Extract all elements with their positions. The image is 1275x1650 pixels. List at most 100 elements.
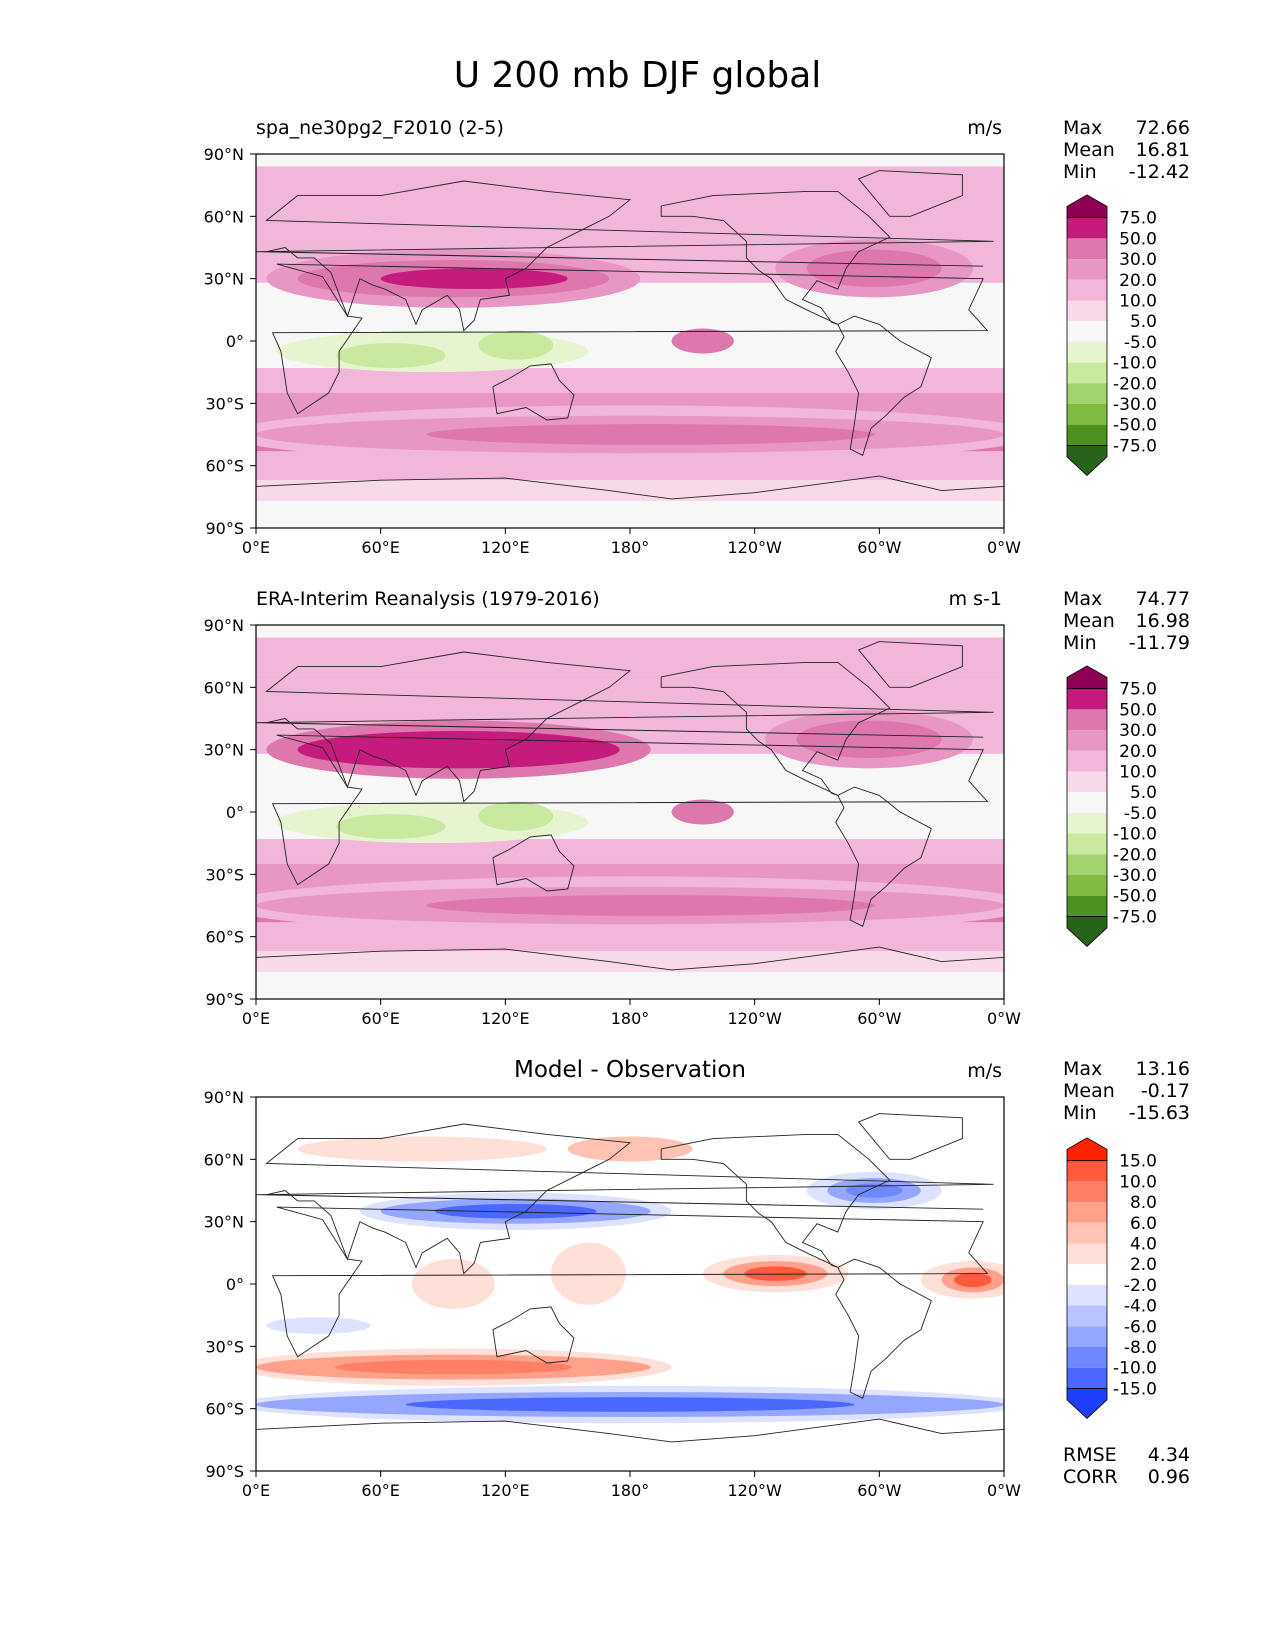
panel-3-mean-label: Mean bbox=[1063, 1080, 1115, 1102]
colorbar-level-label: -20.0 bbox=[1113, 374, 1157, 394]
colorbar-3: 15.010.08.06.04.02.0-2.0-4.0-6.0-8.0-10.… bbox=[1066, 1137, 1157, 1419]
panel-2-min-label: Min bbox=[1063, 632, 1097, 654]
zonal-band bbox=[256, 951, 1004, 972]
y-tick-label: 30°S bbox=[205, 394, 244, 413]
colorbar-segment bbox=[1067, 321, 1107, 342]
panel-3-units: m/s bbox=[967, 1060, 1002, 1082]
coastline bbox=[835, 315, 932, 456]
x-tick-label: 120°E bbox=[481, 1481, 530, 1500]
colorbar-top-arrow bbox=[1066, 665, 1108, 690]
panel-2-max-value: 74.77 bbox=[1135, 588, 1190, 610]
corr-label: CORR bbox=[1063, 1466, 1118, 1488]
x-tick-label: 0°E bbox=[242, 1481, 270, 1500]
colorbar-segment bbox=[1067, 875, 1107, 896]
coastline bbox=[835, 1258, 932, 1399]
colorbar-level-label: 10.0 bbox=[1119, 292, 1157, 312]
colorbar-segment bbox=[1067, 383, 1107, 404]
colorbar-level-label: 50.0 bbox=[1119, 229, 1157, 249]
panel-1-title: spa_ne30pg2_F2010 (2-5) bbox=[256, 117, 504, 139]
jet-core bbox=[380, 268, 568, 290]
coastline bbox=[492, 363, 575, 421]
coastline bbox=[271, 263, 989, 415]
map-panel-1: 0°E 60°E 120°E 180° 120°W 60°W 0°W 90°N 60°N 30°N… bbox=[204, 145, 1022, 557]
y-tick-label: 90°N bbox=[204, 616, 244, 635]
colorbar-level-label: 10.0 bbox=[1119, 1172, 1157, 1192]
x-tick-label: 120°E bbox=[481, 538, 530, 557]
colorbar-level-label: 2.0 bbox=[1130, 1255, 1157, 1275]
colorbar-segment bbox=[1067, 1367, 1107, 1389]
y-tick-label: 90°S bbox=[205, 519, 244, 538]
coastline bbox=[271, 1206, 989, 1358]
coastline bbox=[256, 946, 1004, 971]
colorbar-level-label: 75.0 bbox=[1119, 209, 1157, 229]
colorbar-segment bbox=[1067, 1305, 1107, 1327]
panel-2-max-label: Max bbox=[1063, 588, 1103, 610]
colorbar-level-label: -5.0 bbox=[1124, 333, 1157, 353]
coastline bbox=[857, 641, 963, 688]
colorbar-bottom-arrow bbox=[1066, 916, 1108, 947]
coastline bbox=[660, 1133, 891, 1268]
diff-outer bbox=[567, 1136, 693, 1162]
y-tick-label: 60°N bbox=[204, 1150, 244, 1169]
colorbar-level-label: -30.0 bbox=[1113, 395, 1157, 415]
colorbar-segment bbox=[1067, 341, 1107, 363]
panel-1-units: m/s bbox=[967, 117, 1002, 139]
panel-3-title: Model - Observation bbox=[513, 1057, 747, 1083]
panel-3-max-label: Max bbox=[1063, 1058, 1103, 1080]
colorbar-segment bbox=[1067, 238, 1107, 260]
panel-2-title: ERA-Interim Reanalysis (1979-2016) bbox=[256, 588, 600, 610]
y-tick-label: 30°N bbox=[204, 1213, 244, 1232]
x-tick-label: 0°W bbox=[987, 1481, 1021, 1500]
tropical-westerly bbox=[671, 328, 734, 354]
colorbar-level-label: -30.0 bbox=[1113, 866, 1157, 886]
colorbar-bottom-arrow bbox=[1066, 444, 1108, 476]
colorbar-level-label: -2.0 bbox=[1124, 1276, 1157, 1296]
coastline bbox=[256, 180, 994, 332]
colorbar-level-label: 10.0 bbox=[1119, 763, 1157, 783]
colorbar-top-arrow bbox=[1066, 194, 1108, 219]
y-tick-label: 60°S bbox=[205, 1400, 244, 1419]
rmse-label: RMSE bbox=[1063, 1444, 1117, 1466]
map-panel-2: 0°E 60°E 120°E 180° 120°W 60°W 0°W 90°N 60°N 30°N… bbox=[204, 616, 1022, 1028]
x-tick-label: 60°W bbox=[857, 1481, 901, 1500]
colorbar-segment bbox=[1067, 217, 1107, 239]
y-tick-label: 0° bbox=[226, 803, 244, 822]
jet-core bbox=[846, 728, 934, 750]
colorbar-segment bbox=[1067, 424, 1107, 446]
y-tick-label: 30°N bbox=[204, 270, 244, 289]
colorbar-level-label: -6.0 bbox=[1124, 1317, 1157, 1337]
coastline bbox=[857, 170, 963, 217]
colorbar-level-label: 6.0 bbox=[1130, 1214, 1157, 1234]
colorbar-segment bbox=[1067, 771, 1107, 793]
colorbar-level-label: -10.0 bbox=[1113, 825, 1157, 845]
y-tick-label: 0° bbox=[226, 332, 244, 351]
colorbar-bottom-arrow bbox=[1066, 1388, 1108, 1419]
coastline bbox=[256, 651, 994, 803]
diff-core bbox=[744, 1266, 807, 1281]
jet-core bbox=[382, 739, 576, 761]
colorbar-segment bbox=[1067, 895, 1107, 917]
colorbar-segment bbox=[1067, 300, 1107, 322]
rmse-value: 4.34 bbox=[1147, 1444, 1190, 1466]
x-tick-label: 60°W bbox=[857, 1009, 901, 1028]
y-tick-label: 30°N bbox=[204, 741, 244, 760]
easterly-core bbox=[336, 814, 446, 840]
colorbar-1: 75.050.030.020.010.05.0-5.0-10.0-20.0-30… bbox=[1066, 194, 1157, 476]
y-tick-label: 90°S bbox=[205, 990, 244, 1009]
colorbar-level-label: 75.0 bbox=[1119, 680, 1157, 700]
colorbar-segment bbox=[1067, 833, 1107, 855]
diff-core bbox=[405, 1397, 855, 1412]
x-tick-label: 60°E bbox=[361, 1009, 399, 1028]
coastline bbox=[256, 1418, 1004, 1443]
colorbar-segment bbox=[1067, 1284, 1107, 1306]
field-3 bbox=[256, 1097, 1004, 1471]
y-tick-label: 30°S bbox=[205, 1337, 244, 1356]
colorbar-segment bbox=[1067, 1264, 1107, 1285]
x-tick-label: 120°W bbox=[727, 538, 782, 557]
colorbar-segment bbox=[1067, 404, 1107, 425]
colorbar-level-label: 20.0 bbox=[1119, 271, 1157, 291]
colorbar-segment bbox=[1067, 1160, 1107, 1182]
y-tick-label: 30°S bbox=[205, 865, 244, 884]
panel-2-min-value: -11.79 bbox=[1128, 632, 1190, 654]
x-tick-label: 120°E bbox=[481, 1009, 530, 1028]
